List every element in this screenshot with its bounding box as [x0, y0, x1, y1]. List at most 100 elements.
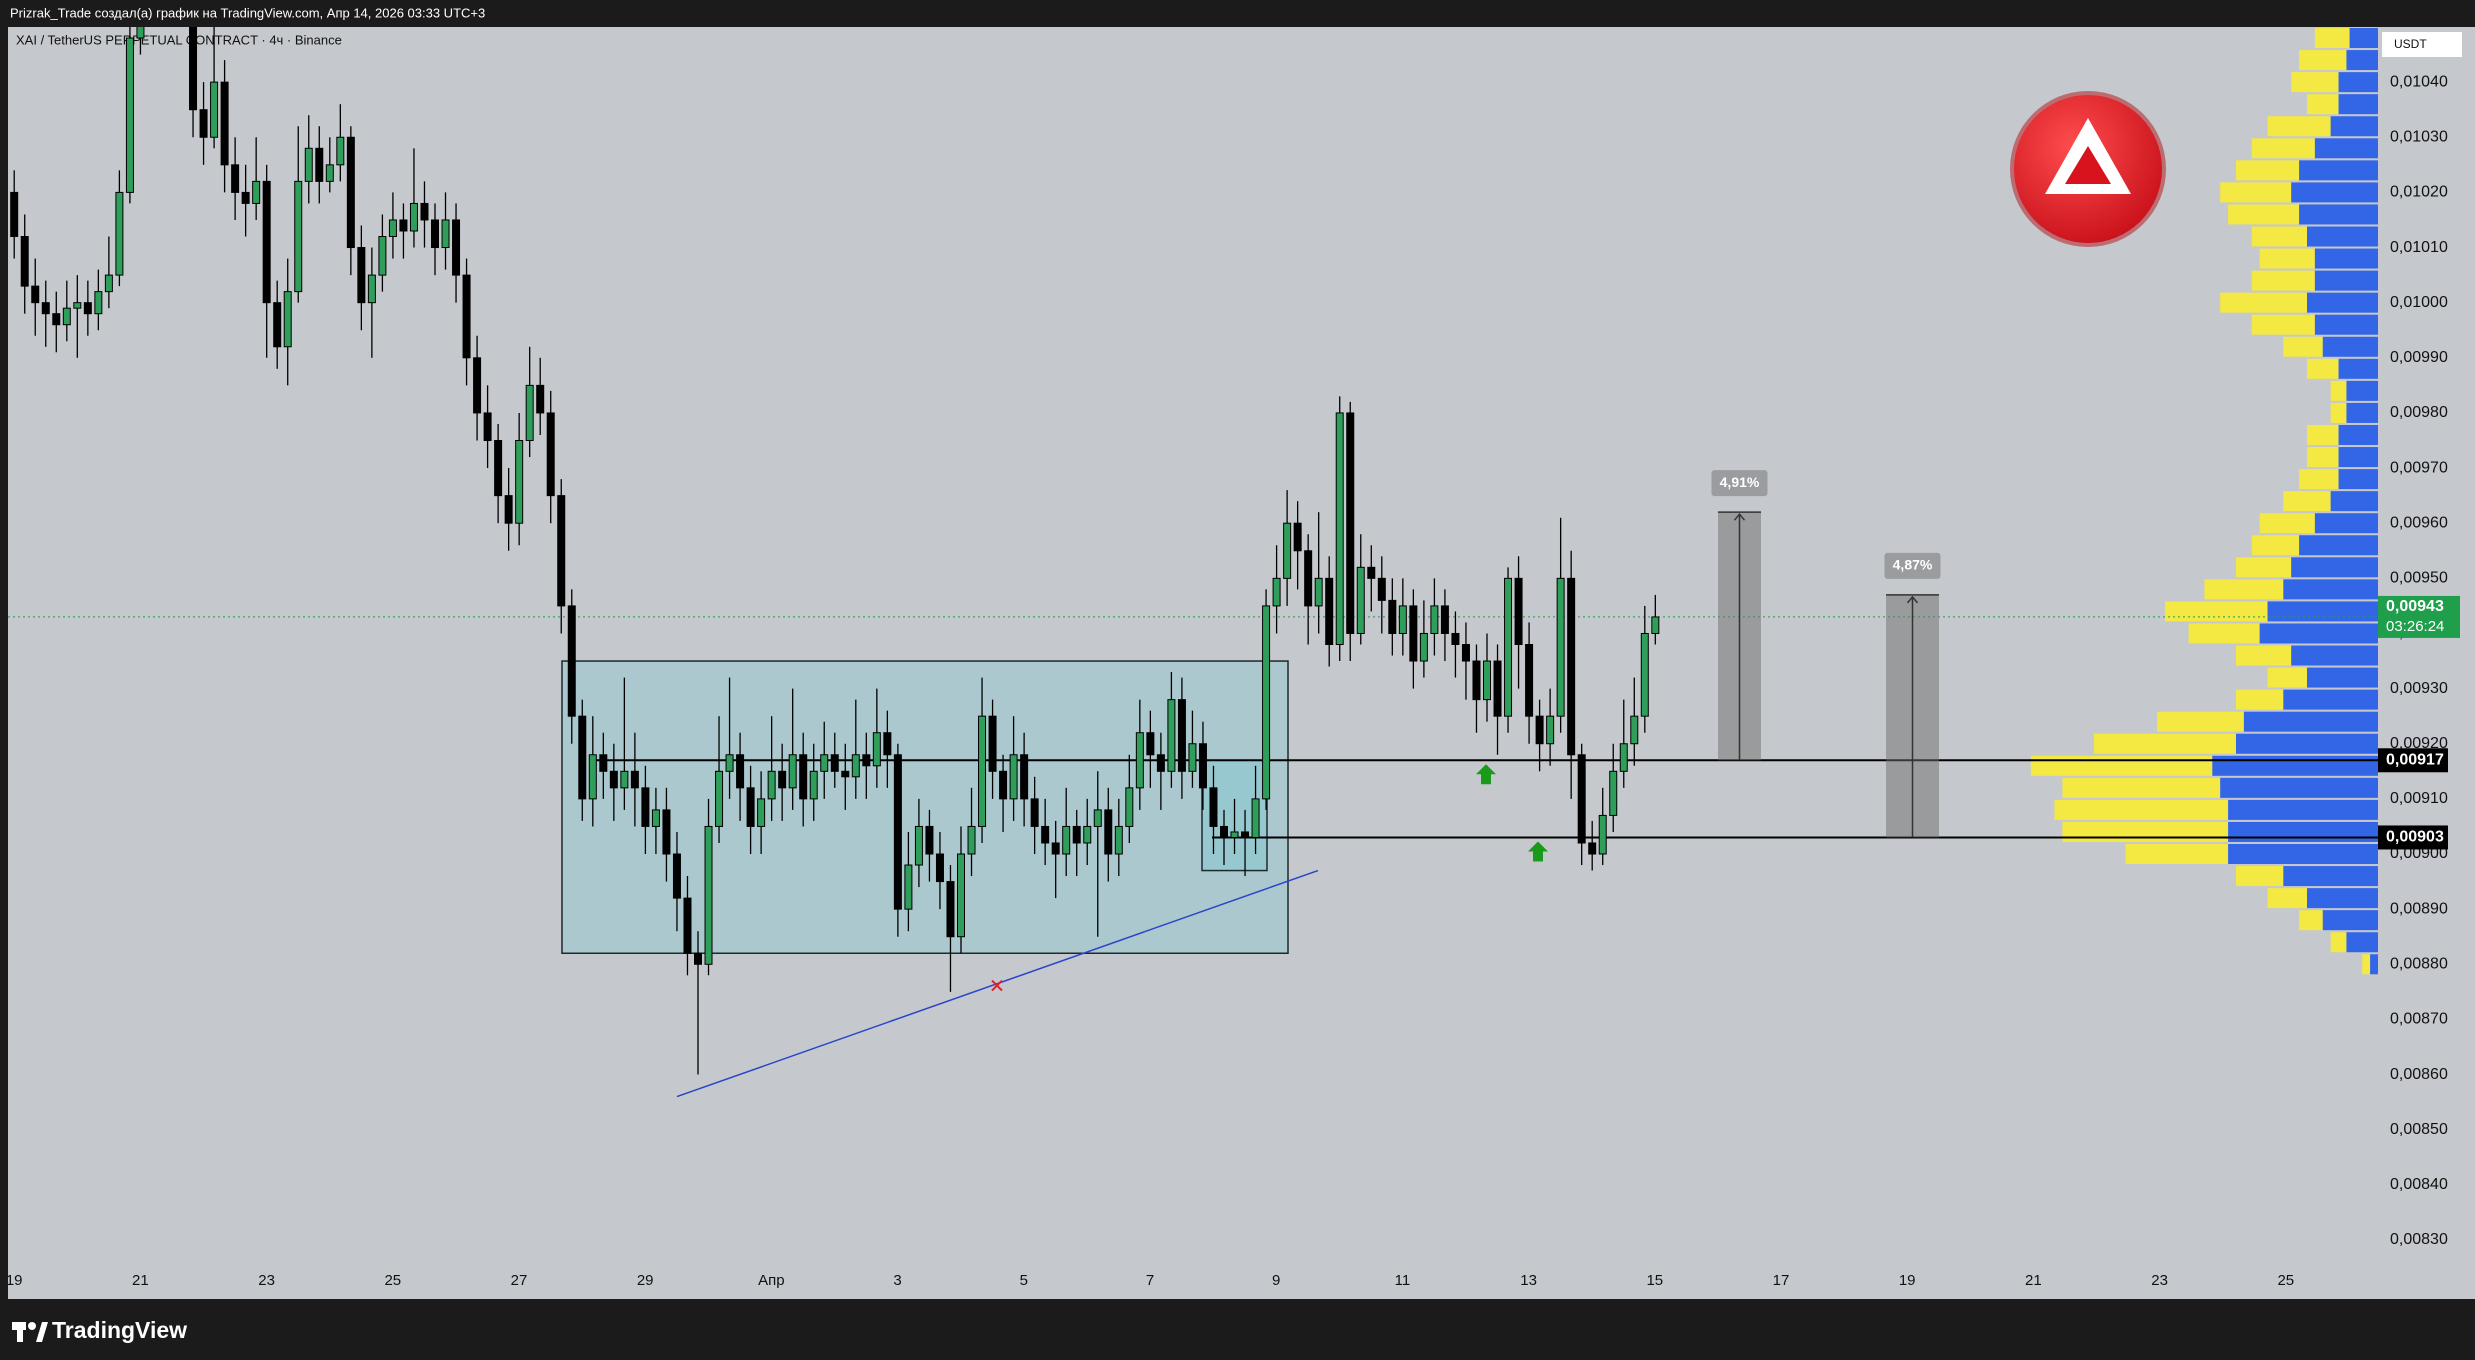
measure-label: 4,91%: [1720, 474, 1760, 490]
candle-body: [1251, 798, 1260, 838]
top-bar: [0, 0, 2475, 27]
volume-profile-yellow: [2267, 888, 2307, 909]
candle-body: [599, 754, 608, 772]
candle-body: [31, 285, 40, 304]
x-tick-label: 3: [893, 1272, 901, 1289]
x-tick-label: 21: [132, 1272, 149, 1289]
candle-body: [935, 853, 944, 883]
candle-body: [957, 853, 965, 938]
candle-body: [1209, 787, 1218, 827]
volume-profile-blue: [2228, 821, 2378, 842]
symbol-info: XAI / TetherUS PERPETUAL CONTRACT · 4ч ·…: [16, 32, 342, 47]
candle-body: [231, 164, 240, 193]
candle-body: [588, 754, 597, 800]
candle-body: [1093, 809, 1102, 827]
x-tick-label: 19: [6, 1272, 23, 1289]
candle-body: [809, 770, 818, 800]
candle-body: [1598, 814, 1607, 855]
candle-body: [1440, 605, 1449, 634]
candle-body: [83, 302, 92, 315]
volume-profile-yellow: [2220, 292, 2307, 313]
x-tick-label: 23: [2151, 1272, 2168, 1289]
volume-profile-yellow: [2093, 733, 2236, 754]
volume-profile-yellow: [2259, 513, 2315, 534]
volume-profile-blue: [2346, 380, 2378, 401]
volume-profile-blue: [2291, 182, 2378, 203]
x-tick-label: Апр: [758, 1272, 784, 1289]
candle-body: [1504, 577, 1513, 717]
countdown-label: 03:26:24: [2386, 618, 2444, 635]
candle-body: [1072, 825, 1081, 844]
volume-profile-yellow: [2235, 689, 2284, 710]
measure-label-bg: [1884, 552, 1941, 579]
bottom-bar: [0, 1299, 2475, 1360]
candle-body: [1062, 825, 1071, 855]
candle-body: [494, 440, 503, 497]
brand-text: TradingView: [52, 1317, 187, 1343]
volume-profile-yellow: [2062, 777, 2221, 798]
candle-body: [736, 754, 745, 789]
y-tick-label: 0,00890: [2390, 900, 2448, 917]
level-label: 0,00903: [2386, 829, 2444, 846]
volume-profile-blue: [2314, 314, 2378, 335]
x-tick-label: 23: [258, 1272, 275, 1289]
volume-profile-yellow: [2299, 50, 2347, 71]
candle-body: [862, 754, 871, 767]
candle-body: [683, 897, 692, 954]
volume-profile-blue: [2299, 535, 2378, 556]
volume-profile-yellow: [2306, 447, 2339, 468]
candle-body: [1472, 660, 1481, 701]
candle-body: [988, 715, 997, 772]
candle-body: [210, 81, 219, 138]
volume-profile-blue: [2349, 28, 2378, 49]
candle-body: [1230, 831, 1239, 838]
candle-body: [1283, 522, 1292, 579]
candle-body: [94, 291, 103, 315]
x-tick-label: 25: [2277, 1272, 2294, 1289]
candle-body: [367, 274, 376, 304]
volume-profile-blue: [2243, 711, 2378, 732]
candle-body: [1009, 754, 1018, 800]
candle-body: [1535, 715, 1544, 745]
volume-profile-blue: [2338, 72, 2378, 93]
volume-profile-blue: [2338, 358, 2378, 379]
volume-profile-yellow: [2306, 358, 2339, 379]
y-tick-label: 0,00930: [2390, 680, 2448, 697]
candle-body: [715, 770, 724, 827]
candle-body: [462, 274, 471, 359]
volume-profile-blue: [2346, 50, 2378, 71]
candle-body: [189, 27, 198, 111]
x-tick-label: 11: [1395, 1272, 1411, 1289]
candle-body: [1619, 743, 1628, 772]
x-tick-label: 19: [1899, 1272, 1916, 1289]
candle-body: [704, 825, 713, 965]
x-tick-label: 27: [511, 1272, 528, 1289]
candle-body: [1556, 577, 1565, 717]
candle-body: [1220, 825, 1228, 838]
level-label: 0,00917: [2386, 752, 2444, 769]
candle-body: [104, 274, 113, 293]
candle-body: [325, 164, 334, 182]
candle-body: [914, 825, 923, 866]
candle-body: [851, 754, 860, 778]
price-axis: 0,00830 0,00840 0,00850 0,00860 0,00870 0,008…: [2378, 73, 2460, 1248]
candle-body: [672, 853, 681, 899]
y-tick-label: 0,00900: [2390, 845, 2448, 862]
volume-profile-yellow: [2251, 226, 2307, 247]
volume-profile-yellow: [2164, 601, 2268, 622]
candle-body: [136, 27, 145, 39]
candle-body: [1651, 616, 1660, 634]
candle-body: [315, 147, 324, 182]
candle-body: [1241, 831, 1250, 838]
candle-body: [1367, 566, 1376, 579]
y-tick-label: 0,00920: [2390, 735, 2448, 752]
candle-body: [241, 191, 250, 204]
y-tick-label: 0,00880: [2390, 955, 2448, 972]
volume-profile-blue: [2346, 402, 2378, 423]
candle-body: [893, 754, 902, 910]
candle-body: [1177, 699, 1186, 772]
x-tick-label: 13: [1520, 1272, 1537, 1289]
candle-body: [304, 147, 313, 182]
candle-body: [1430, 605, 1439, 634]
candle-body: [41, 302, 50, 315]
